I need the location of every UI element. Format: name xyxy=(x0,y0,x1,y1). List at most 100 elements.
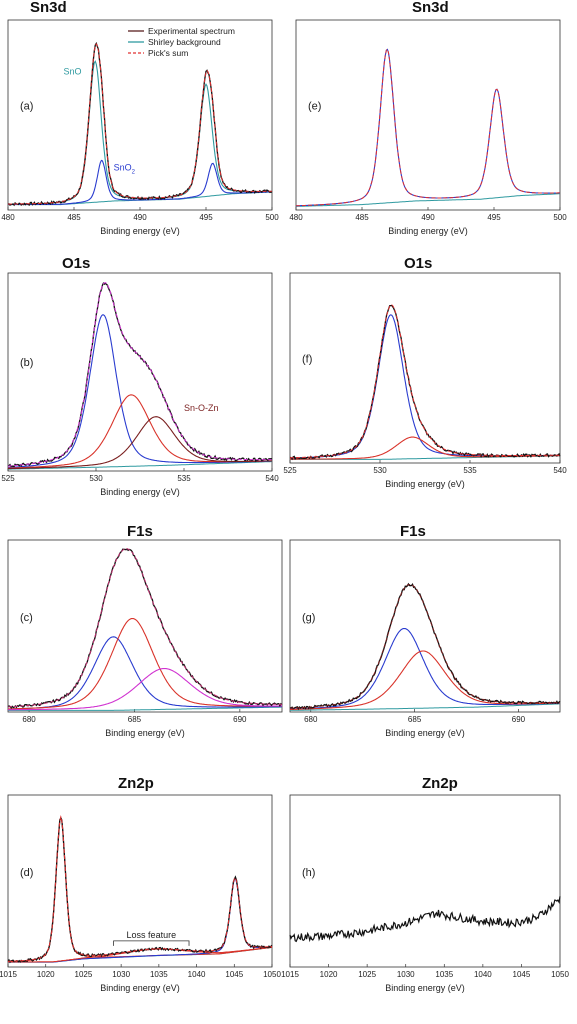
x-tick-label: 685 xyxy=(128,715,142,724)
panel-letter: (a) xyxy=(20,100,33,112)
component-line-1 xyxy=(290,314,560,459)
component-line-1 xyxy=(7,314,272,469)
x-tick-label: 690 xyxy=(512,715,526,724)
peak-annotation: SnO2 xyxy=(114,162,136,175)
x-tick-label: 500 xyxy=(265,213,279,222)
x-tick-label: 500 xyxy=(553,213,567,222)
component-line-3 xyxy=(8,667,282,711)
panel-title: F1s xyxy=(400,523,426,540)
panel-title: Sn3d xyxy=(412,0,449,16)
plot-frame xyxy=(295,19,561,211)
panel-b: O1s 525 530 535 540 Binding energy (eV) (b) Sn-… xyxy=(1,255,279,497)
picks-sum-line xyxy=(296,48,560,207)
x-tick-label: 540 xyxy=(265,474,279,483)
x-tick-label: 495 xyxy=(487,213,501,222)
x-tick-label: 690 xyxy=(233,715,247,724)
picks-sum-line xyxy=(8,548,282,708)
legend-entry: Experimental spectrum xyxy=(148,26,235,36)
panel-letter: (c) xyxy=(20,612,33,624)
panel-letter: (e) xyxy=(308,100,321,112)
picks-sum-line xyxy=(7,815,273,962)
x-tick-label: 485 xyxy=(67,213,81,222)
panel-title: Zn2p xyxy=(422,775,458,792)
x-tick-label: 1025 xyxy=(75,970,93,979)
panel-title: F1s xyxy=(127,523,153,540)
x-tick-label: 685 xyxy=(408,715,422,724)
x-tick-label: 535 xyxy=(177,474,191,483)
panel-h: Zn2p 1015 1020 1025 1030 1035 1040 1045 1050 Bind… xyxy=(281,775,569,993)
panel-letter: (b) xyxy=(20,357,33,369)
panel-e: Sn3d 480 485 490 495 500 Binding energy (eV) (e… xyxy=(289,0,567,236)
peak-annotation: Sn-O-Zn xyxy=(184,403,219,413)
x-tick-label: 1030 xyxy=(112,970,130,979)
x-tick-label: 530 xyxy=(373,466,387,475)
plot-frame xyxy=(7,539,283,713)
x-axis-label: Binding energy (eV) xyxy=(100,487,180,497)
x-tick-label: 1045 xyxy=(225,970,243,979)
panel-c: F1s 680 685 690 Binding energy (eV) (c) xyxy=(7,523,283,738)
panel-title: O1s xyxy=(62,255,90,272)
x-tick-label: 490 xyxy=(421,213,435,222)
x-tick-label: 540 xyxy=(553,466,567,475)
x-tick-label: 1030 xyxy=(397,970,415,979)
panel-title: O1s xyxy=(404,255,432,272)
shirley-background-line xyxy=(289,703,561,711)
experimental-spectrum-line xyxy=(7,41,273,207)
component-line-1 xyxy=(296,48,560,207)
x-tick-label: 680 xyxy=(304,715,318,724)
x-tick-label: 535 xyxy=(463,466,477,475)
panel-a: Sn3d 480 485 490 495 500 Binding energy (eV) (a… xyxy=(1,0,279,236)
experimental-spectrum-line xyxy=(7,548,283,710)
picks-sum-line xyxy=(289,304,560,459)
x-tick-label: 1045 xyxy=(513,970,531,979)
panel-g: F1s 680 685 690 Binding energy (eV) (g) xyxy=(289,523,561,738)
x-tick-label: 680 xyxy=(22,715,36,724)
plot-frame xyxy=(7,794,273,968)
x-tick-label: 525 xyxy=(283,466,297,475)
x-tick-label: 1015 xyxy=(0,970,17,979)
component-line-1 xyxy=(290,627,560,710)
peak-annotation: SnO xyxy=(63,67,81,77)
plot-frame xyxy=(7,272,273,472)
x-tick-label: 1050 xyxy=(551,970,569,979)
x-tick-label: 1035 xyxy=(150,970,168,979)
plot-frame xyxy=(7,19,273,211)
panel-letter: (g) xyxy=(302,612,315,624)
x-tick-label: 495 xyxy=(199,213,213,222)
plot-frame xyxy=(289,539,561,713)
picks-sum-line xyxy=(290,584,560,709)
x-axis-label: Binding energy (eV) xyxy=(388,226,468,236)
x-tick-label: 525 xyxy=(1,474,15,483)
component-line-2 xyxy=(8,159,273,206)
loss-feature-bracket xyxy=(113,940,190,946)
shirley-background-line xyxy=(296,193,560,207)
x-tick-label: 1015 xyxy=(281,970,299,979)
legend-entry: Shirley background xyxy=(148,37,221,47)
loss-feature-label: Loss feature xyxy=(127,930,177,940)
experimental-spectrum-line xyxy=(289,304,561,461)
experimental-spectrum-line xyxy=(289,896,561,943)
x-axis-label: Binding energy (eV) xyxy=(385,479,465,489)
picks-sum-line xyxy=(7,282,272,467)
x-tick-label: 485 xyxy=(355,213,369,222)
x-tick-label: 1020 xyxy=(320,970,338,979)
component-line-3 xyxy=(8,946,273,963)
experimental-spectrum-line xyxy=(7,282,273,468)
panel-letter: (h) xyxy=(302,867,315,879)
plot-frame xyxy=(289,272,561,464)
component-line-2 xyxy=(289,650,560,711)
panel-title: Zn2p xyxy=(118,775,154,792)
legend-entry: Pick's sum xyxy=(148,48,188,58)
component-line-1 xyxy=(8,636,282,710)
experimental-spectrum-line xyxy=(289,582,561,711)
x-tick-label: 490 xyxy=(133,213,147,222)
plot-frame xyxy=(289,794,561,968)
picks-sum-line xyxy=(8,43,272,205)
x-tick-label: 1020 xyxy=(37,970,55,979)
x-tick-label: 480 xyxy=(289,213,303,222)
x-axis-label: Binding energy (eV) xyxy=(100,226,180,236)
panel-letter: (d) xyxy=(20,867,33,879)
panel-letter: (f) xyxy=(302,353,312,365)
